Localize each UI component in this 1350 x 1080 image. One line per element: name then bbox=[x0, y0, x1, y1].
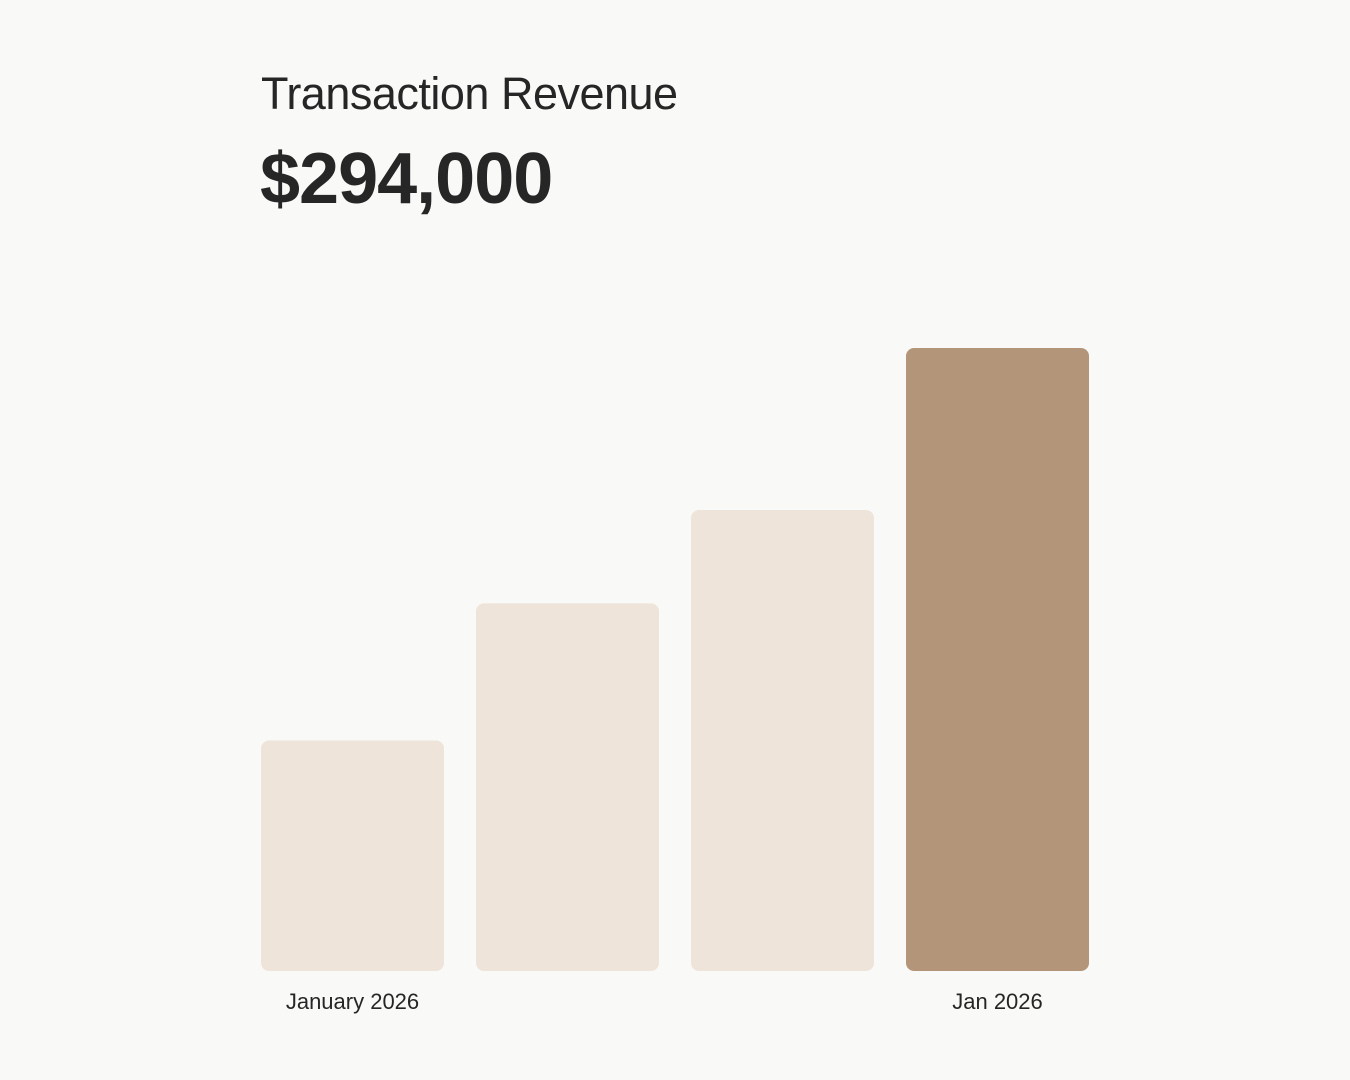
bar-1 bbox=[261, 740, 444, 971]
x-tick-label-1: January 2026 bbox=[286, 989, 419, 1014]
bar-2 bbox=[476, 603, 659, 971]
bars-group bbox=[261, 348, 1089, 971]
total-revenue: $294,000 bbox=[260, 139, 553, 219]
x-tick-labels: January 2026 Jan 2026 bbox=[286, 989, 1043, 1014]
bar-3 bbox=[691, 509, 874, 971]
chart-title: Transaction Revenue bbox=[261, 68, 678, 119]
x-tick-label-4: Jan 2026 bbox=[952, 989, 1043, 1014]
bar-4 bbox=[906, 348, 1089, 971]
